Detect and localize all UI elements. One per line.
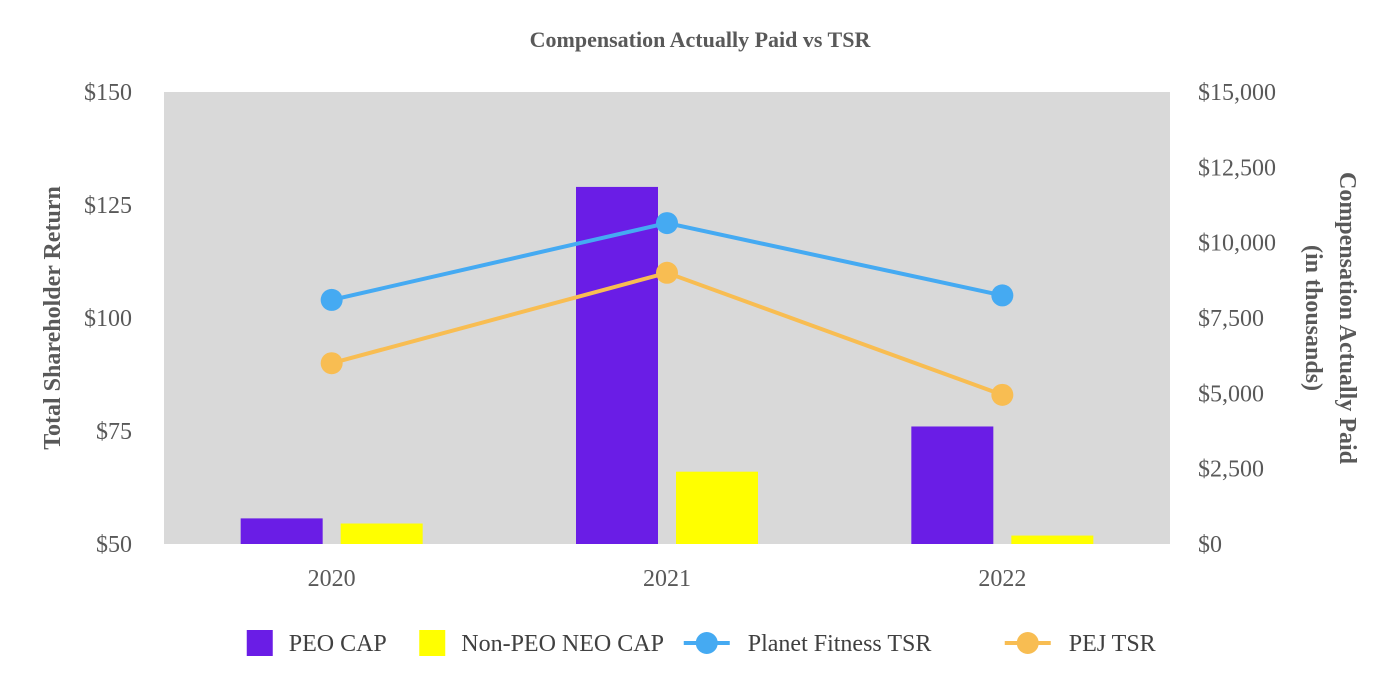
bar-non-peo-neo-cap-2021 — [676, 471, 758, 544]
legend-label: Non-PEO NEO CAP — [461, 631, 664, 657]
legend-item-peo-cap: PEO CAP — [246, 630, 387, 657]
x-tick-label: 2022 — [978, 566, 1026, 592]
bar-non-peo-neo-cap-2020 — [340, 523, 423, 544]
left-tick-label: $100 — [84, 306, 132, 332]
legend-item-planet-fitness-tsr: Planet Fitness TSR — [683, 631, 932, 657]
right-tick-label: $10,000 — [1198, 231, 1276, 257]
legend-point-marker — [695, 632, 718, 654]
right-axis-label-line1: Compensation Actually Paid — [1334, 172, 1360, 465]
legend-label: PEJ TSR — [1069, 631, 1156, 657]
left-axis-ticks: $50 $75 $100 $125 $150 — [84, 80, 132, 558]
legend-item-pej-tsr: PEJ TSR — [1004, 631, 1156, 657]
right-tick-label: $2,500 — [1198, 457, 1264, 483]
right-tick-label: $7,500 — [1198, 306, 1264, 332]
legend-point-marker — [1016, 632, 1039, 654]
left-tick-label: $150 — [84, 80, 132, 106]
legend-label: PEO CAP — [289, 631, 387, 657]
right-tick-label: $12,500 — [1198, 155, 1276, 181]
point-pej-tsr-2020 — [320, 352, 343, 375]
legend-item-non-peo-neo-cap: Non-PEO NEO CAP — [419, 630, 664, 657]
legend-swatch — [246, 630, 273, 656]
left-axis-label: Total Shareholder Return — [40, 186, 66, 450]
legend-swatch — [419, 630, 446, 656]
bars-layer — [240, 186, 1094, 545]
point-pej-tsr-2022 — [991, 383, 1014, 406]
bar-peo-cap-2021 — [576, 186, 658, 545]
x-axis-ticks: 2020 2021 2022 — [308, 566, 1027, 592]
point-planet-fitness-tsr-2022 — [991, 284, 1014, 307]
point-pej-tsr-2021 — [656, 261, 678, 284]
right-tick-label: $0 — [1198, 532, 1222, 558]
bar-peo-cap-2020 — [240, 518, 323, 544]
left-tick-label: $125 — [84, 193, 132, 219]
right-axis-ticks: $0 $2,500 $5,000 $7,500 $10,000 $12,500 $15,00… — [1198, 80, 1276, 558]
x-tick-label: 2020 — [308, 566, 356, 592]
legend-label: Planet Fitness TSR — [748, 631, 932, 657]
x-tick-label: 2021 — [643, 566, 691, 592]
legend: PEO CAP Non-PEO NEO CAP Planet Fitness TSR… — [246, 630, 1156, 657]
right-tick-label: $15,000 — [1198, 80, 1276, 106]
right-axis-label-line2: (in thousands) — [1300, 245, 1326, 391]
point-planet-fitness-tsr-2020 — [320, 288, 343, 311]
bar-peo-cap-2022 — [911, 426, 994, 544]
lines-layer — [320, 212, 1014, 406]
right-tick-label: $5,000 — [1198, 381, 1264, 407]
left-tick-label: $50 — [96, 532, 132, 558]
plot-area — [164, 92, 1170, 544]
left-tick-label: $75 — [96, 419, 132, 445]
bar-non-peo-neo-cap-2022 — [1011, 535, 1094, 544]
chart-title: Compensation Actually Paid vs TSR — [530, 27, 872, 52]
point-planet-fitness-tsr-2021 — [656, 212, 678, 235]
